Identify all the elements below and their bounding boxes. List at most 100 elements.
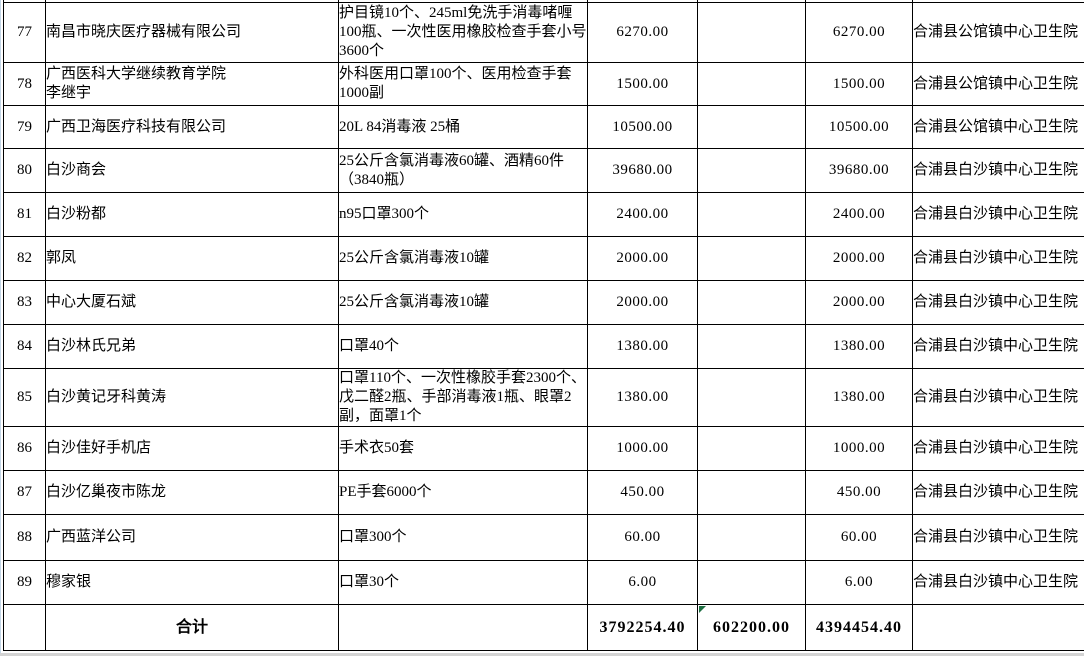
donor-name-cell: 白沙粉都 [45,192,339,237]
donated-items-cell: 护目镜10个、245ml免洗手消毒啫喱100瓶、一次性医用橡胶检查手套小号 36… [338,2,588,63]
total-amount-sum-cell: 4394454.40 [805,604,913,651]
row-number-cell: 87 [3,470,46,515]
table-row: 89 穆家银 口罩30个 6.00 6.00 合浦县白沙镇中心卫生院 [3,560,1084,605]
amount-total-cell: 1380.00 [805,368,913,427]
recipient-cell: 合浦县白沙镇中心卫生院 [912,192,1084,237]
amount-total-cell: 39680.00 [805,148,913,193]
amount-total-cell: 1000.00 [805,426,913,471]
row-number-cell: 83 [3,280,46,325]
amount-cash-cell [697,368,806,427]
total-empty-items-cell [338,604,588,651]
total-label-cell: 合计 [45,604,339,651]
recipient-cell: 合浦县白沙镇中心卫生院 [912,324,1084,369]
table-row: 79 广西卫海医疗科技有限公司 20L 84消毒液 25桶 10500.00 10500… [3,105,1084,149]
recipient-cell: 合浦县白沙镇中心卫生院 [912,148,1084,193]
total-empty-no-cell [3,604,46,651]
table-row: 77 南昌市晓庆医疗器械有限公司 护目镜10个、245ml免洗手消毒啫喱100瓶、一… [3,2,1084,63]
total-empty-recipient-cell [912,604,1084,651]
recipient-cell: 合浦县公馆镇中心卫生院 [912,2,1084,63]
amount-cash-cell [697,514,806,561]
recipient-cell: 合浦县白沙镇中心卫生院 [912,368,1084,427]
amount-goods-cell: 450.00 [587,470,698,515]
recipient-cell: 合浦县白沙镇中心卫生院 [912,280,1084,325]
amount-total-cell: 10500.00 [805,105,913,149]
excel-error-triangle-icon [699,606,706,613]
amount-cash-cell [697,324,806,369]
donor-name-cell: 广西蓝洋公司 [45,514,339,561]
table-row: 88 广西蓝洋公司 口罩300个 60.00 60.00 合浦县白沙镇中心卫生院 [3,514,1084,561]
row-number-cell: 84 [3,324,46,369]
donor-name-cell: 广西医科大学继续教育学院 李继宇 [45,62,339,106]
amount-total-cell: 2400.00 [805,192,913,237]
amount-goods-cell: 10500.00 [587,105,698,149]
donor-name-cell: 白沙林氏兄弟 [45,324,339,369]
recipient-cell: 合浦县公馆镇中心卫生院 [912,62,1084,106]
recipient-cell: 合浦县白沙镇中心卫生院 [912,426,1084,471]
amount-goods-cell: 1500.00 [587,62,698,106]
total-row: 合计 3792254.40 602200.00 4394454.40 [3,604,1084,651]
amount-goods-cell: 6270.00 [587,2,698,63]
donor-name-cell: 南昌市晓庆医疗器械有限公司 [45,2,339,63]
donated-items-cell: 25公斤含氯消毒液10罐 [338,280,588,325]
amount-total-cell: 6270.00 [805,2,913,63]
amount-cash-cell [697,148,806,193]
amount-goods-cell: 39680.00 [587,148,698,193]
amount-cash-cell [697,280,806,325]
amount-goods-cell: 1000.00 [587,426,698,471]
table-row: 86 白沙佳好手机店 手术衣50套 1000.00 1000.00 合浦县白沙镇中心卫生院 [3,426,1084,471]
donor-name-cell: 白沙亿巢夜市陈龙 [45,470,339,515]
donor-name-cell: 中心大厦石斌 [45,280,339,325]
row-number-cell: 77 [3,2,46,63]
amount-cash-cell [697,105,806,149]
recipient-cell: 合浦县公馆镇中心卫生院 [912,105,1084,149]
row-number-cell: 88 [3,514,46,561]
row-number-cell: 89 [3,560,46,605]
amount-goods-cell: 60.00 [587,514,698,561]
recipient-cell: 合浦县白沙镇中心卫生院 [912,236,1084,281]
amount-total-cell: 1500.00 [805,62,913,106]
donor-name-cell: 穆家银 [45,560,339,605]
amount-goods-cell: 1380.00 [587,368,698,427]
amount-goods-cell: 1380.00 [587,324,698,369]
amount-goods-cell: 2000.00 [587,236,698,281]
amount-total-cell: 6.00 [805,560,913,605]
donation-table-body: 77 南昌市晓庆医疗器械有限公司 护目镜10个、245ml免洗手消毒啫喱100瓶、一… [3,2,1084,605]
row-number-cell: 78 [3,62,46,106]
donated-items-cell: PE手套6000个 [338,470,588,515]
donor-name-cell: 白沙商会 [45,148,339,193]
donated-items-cell: 手术衣50套 [338,426,588,471]
row-number-cell: 79 [3,105,46,149]
amount-cash-cell [697,62,806,106]
recipient-cell: 合浦县白沙镇中心卫生院 [912,514,1084,561]
donor-name-cell: 广西卫海医疗科技有限公司 [45,105,339,149]
donor-name-cell: 白沙佳好手机店 [45,426,339,471]
donor-name-cell: 郭凤 [45,236,339,281]
donated-items-cell: 口罩300个 [338,514,588,561]
donated-items-cell: 口罩30个 [338,560,588,605]
donated-items-cell: 25公斤含氯消毒液10罐 [338,236,588,281]
clipped-left-gridline [0,0,1,656]
donated-items-cell: n95口罩300个 [338,192,588,237]
amount-goods-cell: 2000.00 [587,280,698,325]
amount-cash-cell [697,426,806,471]
donated-items-cell: 25公斤含氯消毒液60罐、酒精60件（3840瓶） [338,148,588,193]
table-row: 85 白沙黄记牙科黄涛 口罩110个、一次性橡胶手套2300个、戊二醛2瓶、手部消毒… [3,368,1084,427]
amount-total-cell: 60.00 [805,514,913,561]
donor-name-cell: 白沙黄记牙科黄涛 [45,368,339,427]
amount-goods-cell: 2400.00 [587,192,698,237]
recipient-cell: 合浦县白沙镇中心卫生院 [912,470,1084,515]
amount-cash-cell [697,470,806,515]
table-row: 87 白沙亿巢夜市陈龙 PE手套6000个 450.00 450.00 合浦县白沙镇中心卫… [3,470,1084,515]
row-number-cell: 80 [3,148,46,193]
amount-cash-cell [697,192,806,237]
donation-table: 77 南昌市晓庆医疗器械有限公司 护目镜10个、245ml免洗手消毒啫喱100瓶、一… [3,2,1084,651]
donated-items-cell: 口罩40个 [338,324,588,369]
total-amount-cash-value: 602200.00 [713,619,790,636]
amount-goods-cell: 6.00 [587,560,698,605]
table-row: 80 白沙商会 25公斤含氯消毒液60罐、酒精60件（3840瓶） 39680.00 3… [3,148,1084,193]
table-row: 82 郭凤 25公斤含氯消毒液10罐 2000.00 2000.00 合浦县白沙镇中心卫生… [3,236,1084,281]
table-row: 84 白沙林氏兄弟 口罩40个 1380.00 1380.00 合浦县白沙镇中心卫生院 [3,324,1084,369]
window-bottom-edge [0,653,1084,656]
row-number-cell: 81 [3,192,46,237]
